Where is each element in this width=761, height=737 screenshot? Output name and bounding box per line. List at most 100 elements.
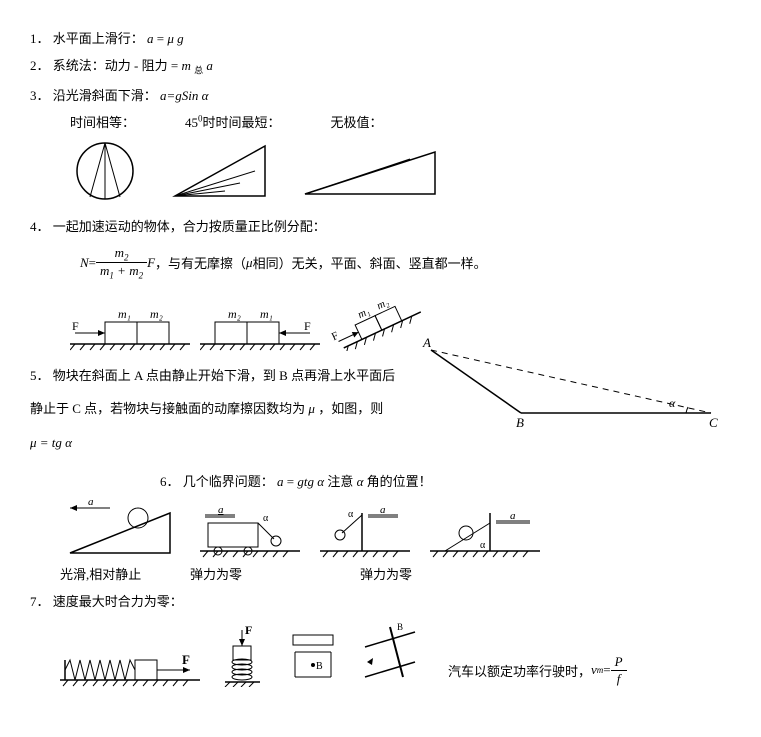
item-1: 1． 水平面上滑行： a = μ g [30,28,741,47]
frac-num-sub: 2 [124,252,129,262]
item-4: 4． 一起加速运动的物体，合力按质量正比例分配： [30,216,741,235]
item-5-formula: μ = tg α [30,435,741,451]
item-2-m: m [181,58,190,73]
svg-text:α: α [480,540,486,551]
item-6: 6． 几个临界问题： a = gtg α 注意 α 角的位置！ [160,471,741,490]
item-3-text: 沿光滑斜面下滑： [53,88,157,103]
item-7: 7． 速度最大时合力为零： [30,591,741,610]
abc-triangle: A B C α [411,335,731,430]
item-1-eq: = [157,31,168,46]
a-label-3: a [380,504,386,516]
incline-ball: a [60,498,180,558]
item-4-eq: N = m2 m1 + m2 F ，与有无摩擦（ μ 相同）无关，平面、斜面、竖… [80,245,741,281]
frac-den-plus: + [114,263,129,278]
item-6-text: 几个临界问题： [183,474,277,489]
vertical-spring: F [215,622,270,687]
item-6-note-rest: 角的位置！ [367,474,432,489]
m1-label: m₁ [118,307,131,321]
pendulum-wall: α a [320,503,410,558]
item-3: 3． 沿光滑斜面下滑： a=gSin α [30,85,741,104]
item-4-frac: m2 m1 + m2 [96,245,147,281]
capacitor-diagram: B [285,627,340,687]
item-4-rest2: 相同）无关，平面、斜面、竖直都一样。 [253,253,487,272]
item-3-cap2-wrap: 450时时间最短： [185,112,281,131]
item-5-line2-rest: ，如图，则 [318,401,383,416]
item-4-text: 一起加速运动的物体，合力按质量正比例分配： [53,219,326,234]
label-alpha: α [669,396,676,410]
item-2-a: a [206,58,213,73]
item-4-label: 4． [30,219,50,234]
item-3-cap3: 无极值： [331,112,383,131]
item-6-label: 6． [160,474,180,489]
F-label-spring: F [182,652,190,667]
frac-f: f [611,671,627,687]
m2-label-2: m₂ [228,307,241,321]
item-2: 2． 系统法：动力 - 阻力 = m 总 a [30,55,741,77]
item-5-line1: 物块在斜面上 A 点由静止开始下滑，到 B 点再滑上水平面后 [53,368,395,383]
svg-text:α: α [348,509,354,520]
item-3-figures [70,139,741,204]
item-4-eqsign: = [89,255,96,271]
cart-pendulum: α a [200,503,300,558]
item-5-feq: = tg [40,435,62,450]
frac-den-m1: m [100,263,109,278]
label-B: B [516,415,524,430]
frac-P: P [611,654,627,671]
item-7-figures: F F B B 汽车以额定功率行驶时， v m = P f [60,622,741,687]
svg-text:F: F [330,330,340,343]
item-7-label: 7． [30,594,50,609]
item-5-label: 5． [30,368,50,383]
item-7-car-eq: 汽车以额定功率行驶时， v m = P f [448,654,627,687]
item-4-F: F [147,255,155,271]
label-C: C [709,415,718,430]
frac-num-m: m [115,245,124,260]
frac-den-m2: m [129,263,138,278]
spring-block: F [60,642,200,687]
m2-label: m₂ [150,307,163,321]
item-3-captions: 时间相等： 450时时间最短： 无极值： [70,112,741,131]
item-5-mu: μ [308,401,315,416]
item-6-eq: = [287,474,298,489]
item-6-a: a [277,474,284,489]
item-7-car-text: 汽车以额定功率行驶时， [448,661,591,680]
blocks-diagram-1: m₁ m₂ F [70,306,190,351]
frac-den-sub2: 2 [139,271,144,281]
svg-text:α: α [263,513,269,524]
item-6-captions: 光滑,相对静止 弹力为零 弹力为零 [60,564,741,583]
item-1-g: g [177,31,184,46]
item-3-cap2-rest: 时时间最短： [203,115,281,130]
F-label-1: F [72,319,79,333]
item-6-note: 注意 [327,474,356,489]
F-label-vspring: F [245,623,252,637]
triangle-diagram-1 [170,141,270,201]
item-3-cap1: 时间相等： [70,112,135,131]
item-2-label: 2． [30,58,50,73]
item-3-alpha: α [202,88,209,103]
label-A: A [422,335,431,350]
item-6-note-alpha: α [357,474,364,489]
item-4-N: N [80,255,89,271]
item-5-line2: 静止于 C 点，若物块与接触面的动摩擦因数均为 [30,401,305,416]
item-1-a: a [147,31,154,46]
item-4-rest: ，与有无摩擦（ [155,253,246,272]
item-6-alpha: α [317,474,324,489]
item-1-mu: μ [167,31,174,46]
a-label-2: a [218,504,224,516]
item-7-eq: = [603,662,610,678]
item-6-cap1: 光滑,相对静止 [60,564,160,583]
ball-incline-wall: α a [430,503,540,558]
item-5-falpha: α [65,435,72,450]
item-6-cap2: 弹力为零 [190,564,270,583]
B-label: B [316,661,323,672]
item-1-text: 水平面上滑行： [53,31,144,46]
a-label-4: a [510,510,516,522]
circle-diagram [70,139,140,204]
item-6-g: gtg [297,474,314,489]
item-6-figures: a α a α a α a [60,498,741,558]
F-label-2: F [304,319,311,333]
item-2-sub: 总 [194,66,203,76]
item-7-text: 速度最大时合力为零： [53,594,183,609]
item-2-text: 系统法：动力 - 阻力 = [53,58,182,73]
item-5-fmu: μ [30,435,37,450]
svg-text:B: B [397,622,403,632]
